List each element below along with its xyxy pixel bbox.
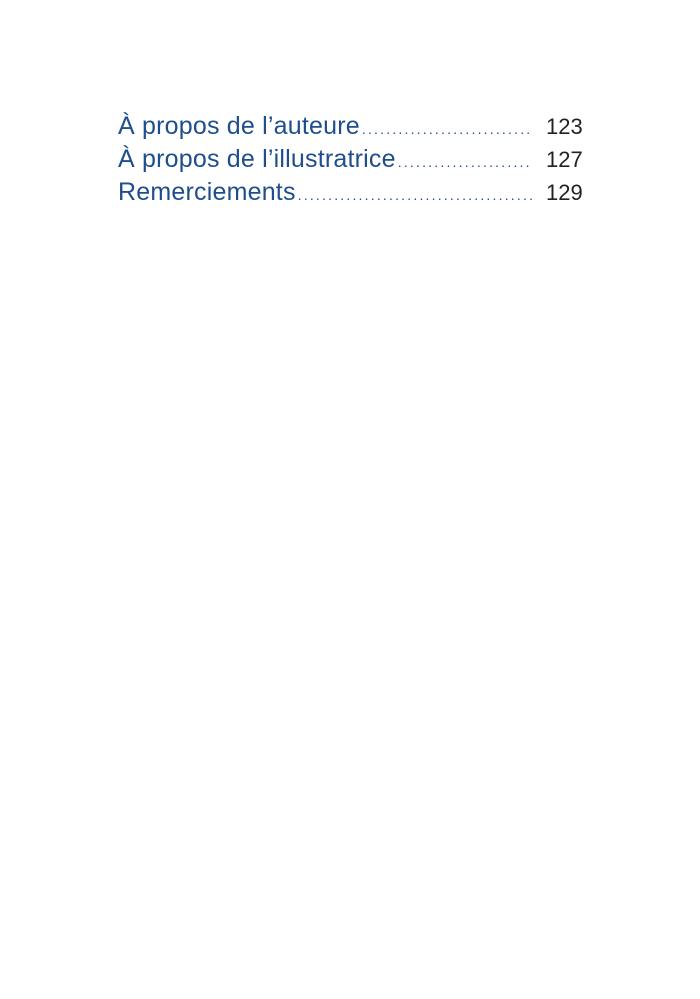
table-of-contents: À propos de l’auteure 123 À propos de l’…	[118, 112, 583, 211]
toc-page-number: 129	[546, 180, 583, 205]
toc-entry[interactable]: À propos de l’auteure 123	[118, 112, 583, 145]
toc-entry-title: Remerciements	[118, 178, 296, 206]
toc-entry[interactable]: Remerciements 129	[118, 178, 583, 211]
toc-page-number: 123	[546, 114, 583, 139]
dot-leader	[298, 187, 532, 203]
dot-leader	[362, 121, 532, 137]
dot-leader	[398, 154, 532, 170]
toc-entry[interactable]: À propos de l’illustratrice 127	[118, 145, 583, 178]
toc-entry-title: À propos de l’auteure	[118, 112, 360, 140]
toc-page-number: 127	[546, 147, 583, 172]
toc-entry-title: À propos de l’illustratrice	[118, 145, 396, 173]
